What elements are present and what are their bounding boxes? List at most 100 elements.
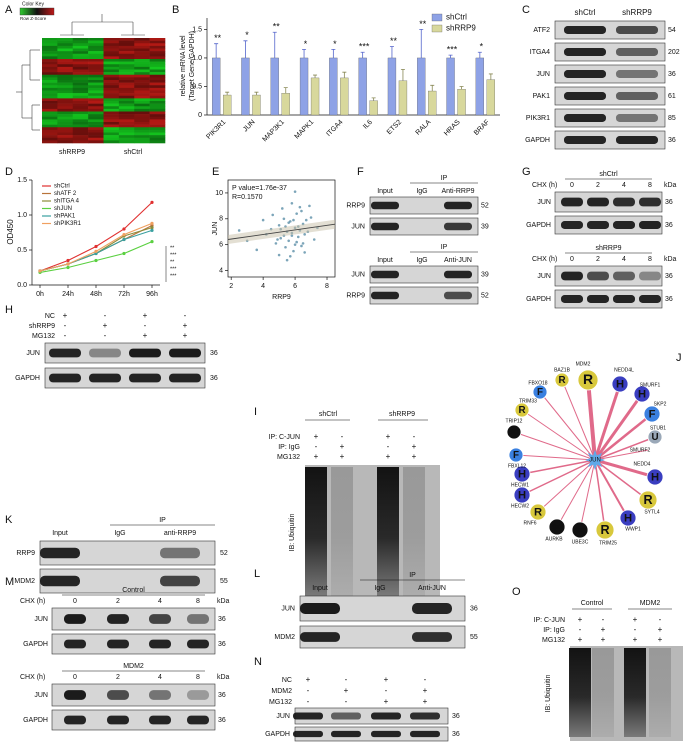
label: kDa [217,598,230,605]
heatmap-cell [42,122,58,125]
node [647,429,663,445]
kda-label: 39 [481,223,489,230]
heatmap-cell [134,111,150,115]
heatmap-cell [134,114,150,118]
heatmap-cell [57,43,74,47]
label: IP: IgG [278,444,300,451]
edge [513,431,596,461]
band [64,715,86,725]
kda-label: 36 [665,296,673,303]
heatmap-cell [103,111,120,115]
heatmap-cell [72,59,89,62]
panel-label: K [5,514,13,526]
point [122,251,126,256]
band [49,373,81,383]
y-axis-label: relative mRNA level [180,35,187,97]
heatmap-cell [134,72,150,76]
lane-label: Anti-RRP9 [441,188,474,195]
heatmap-cell [134,59,150,62]
heatmap-cell [88,124,104,128]
sign: + [384,697,389,706]
bar [222,94,232,116]
sign: + [143,311,148,320]
y-tick-label: 8 [219,216,223,223]
point [293,190,297,193]
heatmap-cell [134,61,150,65]
row-label: RRP9 [346,202,365,209]
node [514,402,530,418]
node-label: MDM2 [576,361,591,367]
heatmap-cell [72,140,89,144]
sign: - [345,675,348,684]
row-label: JUN [537,199,551,206]
sign: + [143,331,148,340]
heatmap-cell [134,66,150,70]
heatmap-cell [57,53,74,57]
heatmap-cell [134,135,150,139]
sign: + [601,625,606,634]
blot-strip [44,342,206,364]
label: IP: IgG [543,627,565,634]
heatmap-cell [42,98,58,102]
sign: - [64,331,67,340]
heatmap-cell [149,56,166,60]
heatmap-cell [149,59,166,62]
kda-label: 85 [668,115,676,122]
heatmap-cell [42,38,58,41]
band [616,136,658,144]
error-bar [283,87,288,94]
heatmap-cell [42,51,58,55]
node-label: SMURF2 [630,447,651,453]
heatmap-cell [118,124,135,128]
heatmap-cell [134,40,150,44]
row-label: ATF2 [533,27,550,34]
heatmap-cell [57,101,74,104]
heatmap-cell [42,59,58,62]
label: MDM2 [271,688,292,695]
legend-label: shITGA 4 [54,199,80,205]
band [129,373,161,383]
heatmap-cell [88,53,104,57]
heatmap-cell [57,56,74,60]
band [616,114,658,122]
band [149,715,171,725]
heatmap-cell [103,82,120,86]
significance: ** [170,245,175,251]
annotation: R=0.1570 [232,194,263,201]
heatmap-cell [42,108,58,112]
heatmap-cell [88,114,104,118]
node [548,518,566,536]
edge [521,459,596,475]
heatmap-cell [149,69,166,73]
sign: + [633,615,638,624]
heatmap-cell [72,101,89,104]
sign: - [659,615,662,624]
edge [593,393,644,461]
lane-label: Input [52,530,68,537]
error-bar [419,29,424,58]
heatmap-cell [72,74,89,78]
band [169,348,201,358]
sign: + [633,635,638,644]
node-letter: R [643,493,652,507]
band [293,730,323,738]
hub-label: JUN [589,458,601,464]
point [150,240,154,244]
x-tick-label: 48h [90,291,102,298]
heatmap-cell [42,106,58,110]
node [513,486,531,504]
heatmap-cell [149,90,166,94]
kda-label: 36 [218,641,226,648]
significance: * [480,42,484,52]
node-letter: H [518,468,526,480]
bar [310,77,320,116]
point [312,238,316,241]
heatmap-cell [103,80,120,83]
heatmap-cell [72,53,89,57]
label: Control [122,587,145,594]
heatmap-cell [134,132,150,136]
heatmap-cell [42,95,58,99]
heatmap-cell [149,48,166,52]
heatmap-cell [134,64,150,68]
band [564,92,606,100]
